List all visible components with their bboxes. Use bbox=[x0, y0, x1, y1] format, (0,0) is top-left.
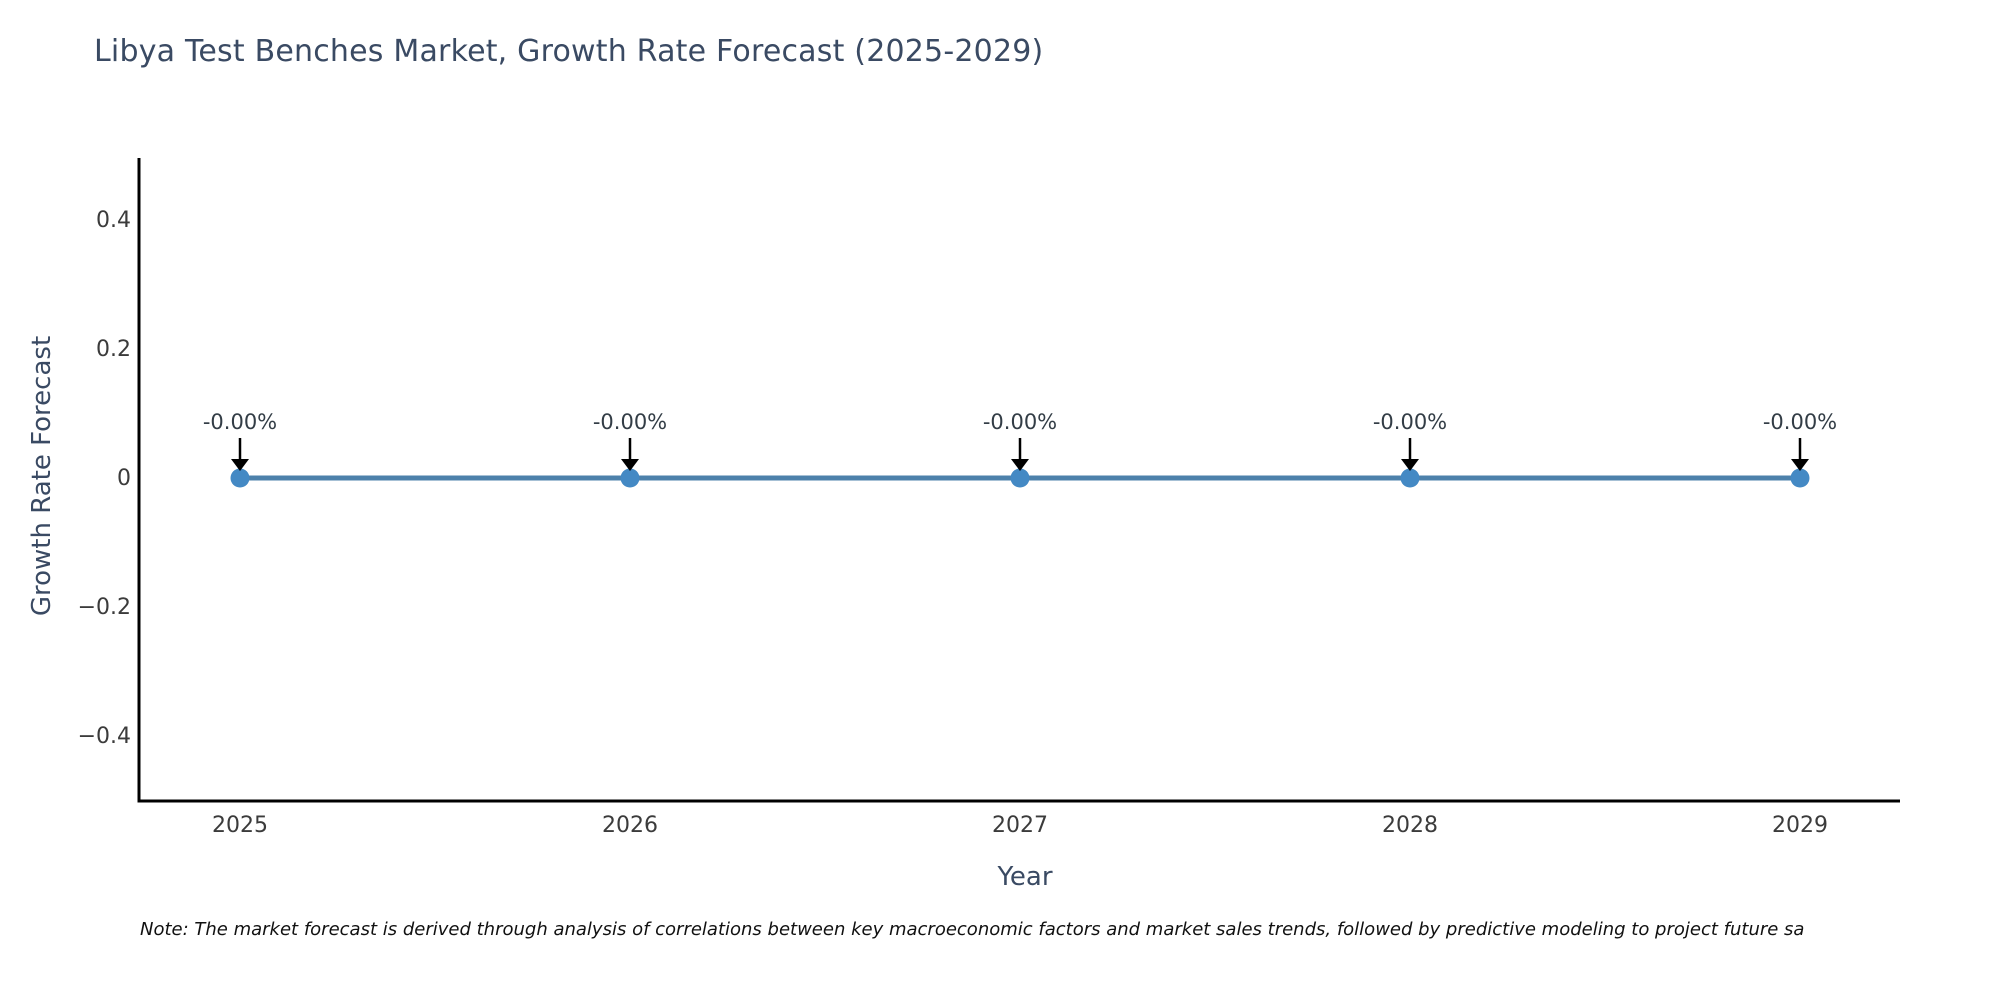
footnote: Note: The market forecast is derived thr… bbox=[140, 919, 1805, 940]
down-arrow-head-icon bbox=[1011, 459, 1029, 471]
y-tick-label: 0.2 bbox=[96, 337, 131, 362]
down-arrow-head-icon bbox=[1791, 459, 1809, 471]
chart-title: Libya Test Benches Market, Growth Rate F… bbox=[94, 34, 1044, 69]
down-arrow-head-icon bbox=[231, 459, 249, 471]
x-tick-label: 2028 bbox=[1382, 813, 1438, 838]
y-tick-label: −0.4 bbox=[78, 724, 131, 749]
data-point-marker bbox=[1010, 468, 1030, 488]
y-tick-label: 0 bbox=[117, 466, 131, 491]
x-tick-label: 2025 bbox=[212, 813, 268, 838]
x-tick-label: 2027 bbox=[992, 813, 1048, 838]
data-point-marker bbox=[620, 468, 640, 488]
y-tick-label: −0.2 bbox=[78, 595, 131, 620]
data-point-marker bbox=[1790, 468, 1810, 488]
down-arrow-head-icon bbox=[1401, 459, 1419, 471]
data-point-marker bbox=[1400, 468, 1420, 488]
data-point-label: -0.00% bbox=[1763, 410, 1837, 434]
y-tick-label: 0.4 bbox=[96, 208, 131, 233]
data-point-marker bbox=[230, 468, 250, 488]
data-point-label: -0.00% bbox=[203, 410, 277, 434]
data-point-label: -0.00% bbox=[983, 410, 1057, 434]
down-arrow-head-icon bbox=[621, 459, 639, 471]
data-point-label: -0.00% bbox=[593, 410, 667, 434]
x-tick-label: 2026 bbox=[602, 813, 658, 838]
x-tick-label: 2029 bbox=[1772, 813, 1828, 838]
data-point-label: -0.00% bbox=[1373, 410, 1447, 434]
x-axis-title: Year bbox=[997, 862, 1053, 892]
